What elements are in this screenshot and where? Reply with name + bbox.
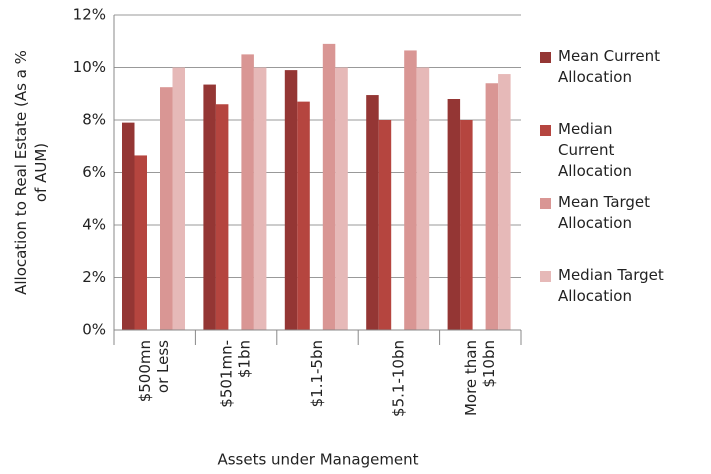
y-tick-label: 8%: [82, 111, 106, 129]
bar: [416, 67, 430, 330]
y-tick-label: 12%: [73, 6, 106, 24]
legend-item: Median Current Allocation: [540, 119, 665, 192]
legend-item: Mean Current Allocation: [540, 46, 665, 119]
legend-label: Median Current Allocation: [558, 120, 632, 180]
legend-swatch: [540, 52, 551, 63]
x-tick-label: $5.1-10bn: [389, 340, 407, 417]
legend-label: Mean Current Allocation: [558, 47, 660, 86]
y-tick-label: 2%: [82, 268, 106, 286]
bar: [498, 74, 511, 330]
bar: [241, 54, 254, 330]
legend-swatch: [540, 125, 551, 136]
legend-item: Mean Target Allocation: [540, 192, 665, 265]
bar: [447, 99, 461, 330]
legend: Mean Current Allocation Median Current Al…: [540, 46, 665, 338]
bar: [122, 122, 135, 330]
x-tick-label: More than: [462, 340, 480, 416]
bar: [284, 70, 298, 330]
x-tick-label: $10bn: [480, 340, 498, 388]
bar: [253, 67, 267, 330]
y-axis-title: Allocation to Real Estate (As a % of AUM): [12, 50, 50, 295]
bar: [215, 104, 229, 330]
y-axis-title-line: of AUM): [32, 143, 50, 202]
bar: [378, 120, 392, 330]
legend-swatch: [540, 198, 551, 209]
x-tick-label: $500mn: [136, 340, 154, 402]
x-axis-title: Assets under Management: [217, 451, 418, 469]
x-tick-label: or Less: [154, 340, 172, 393]
bar: [335, 67, 348, 330]
legend-label: Median Target Allocation: [558, 266, 664, 305]
bar: [297, 101, 310, 330]
y-tick-label: 10%: [73, 58, 106, 76]
bar: [366, 95, 379, 330]
legend-item: Median Target Allocation: [540, 265, 665, 338]
legend-label: Mean Target Allocation: [558, 193, 651, 232]
y-axis-title-line: Allocation to Real Estate (As a %: [12, 50, 30, 295]
bar: [485, 83, 499, 330]
bar: [404, 50, 417, 330]
bar: [160, 87, 173, 330]
bar: [460, 120, 473, 330]
bar: [134, 155, 147, 330]
bar: [322, 43, 336, 330]
x-tick-label: $1.1-5bn: [308, 340, 326, 407]
bar: [203, 84, 216, 330]
x-tick-label: $1bn: [236, 340, 254, 378]
legend-swatch: [540, 271, 551, 282]
y-tick-label: 6%: [82, 163, 106, 181]
y-tick-label: 0%: [82, 321, 106, 339]
y-tick-label: 4%: [82, 216, 106, 234]
x-tick-label: $501mn-: [218, 340, 236, 408]
bar: [172, 67, 185, 330]
